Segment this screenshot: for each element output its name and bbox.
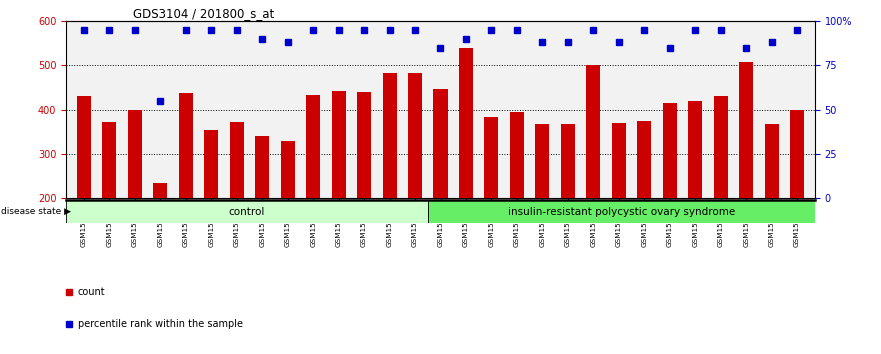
- Bar: [587, 65, 600, 287]
- Text: control: control: [229, 206, 265, 217]
- Bar: [433, 89, 448, 287]
- Bar: [688, 101, 702, 287]
- Bar: [663, 103, 677, 287]
- Bar: [306, 95, 320, 287]
- Bar: [427, 200, 815, 223]
- Bar: [714, 97, 728, 287]
- Bar: [382, 73, 396, 287]
- Text: insulin-resistant polycystic ovary syndrome: insulin-resistant polycystic ovary syndr…: [507, 206, 735, 217]
- Bar: [561, 124, 575, 287]
- Text: percentile rank within the sample: percentile rank within the sample: [78, 319, 243, 329]
- Bar: [204, 130, 218, 287]
- Bar: [611, 123, 626, 287]
- Bar: [255, 136, 270, 287]
- Bar: [331, 91, 345, 287]
- Bar: [281, 141, 294, 287]
- Bar: [66, 200, 427, 223]
- Bar: [637, 121, 651, 287]
- Bar: [739, 62, 753, 287]
- Bar: [230, 122, 244, 287]
- Bar: [510, 112, 524, 287]
- Text: count: count: [78, 287, 106, 297]
- Bar: [408, 73, 422, 287]
- Bar: [357, 92, 371, 287]
- Bar: [179, 93, 193, 287]
- Bar: [536, 124, 550, 287]
- Bar: [102, 122, 116, 287]
- Bar: [77, 97, 91, 287]
- Bar: [128, 110, 142, 287]
- Bar: [765, 124, 779, 287]
- Text: GDS3104 / 201800_s_at: GDS3104 / 201800_s_at: [134, 7, 275, 20]
- Bar: [153, 183, 167, 287]
- Bar: [790, 110, 804, 287]
- Bar: [459, 48, 473, 287]
- Text: disease state ▶: disease state ▶: [1, 207, 70, 216]
- Bar: [485, 117, 499, 287]
